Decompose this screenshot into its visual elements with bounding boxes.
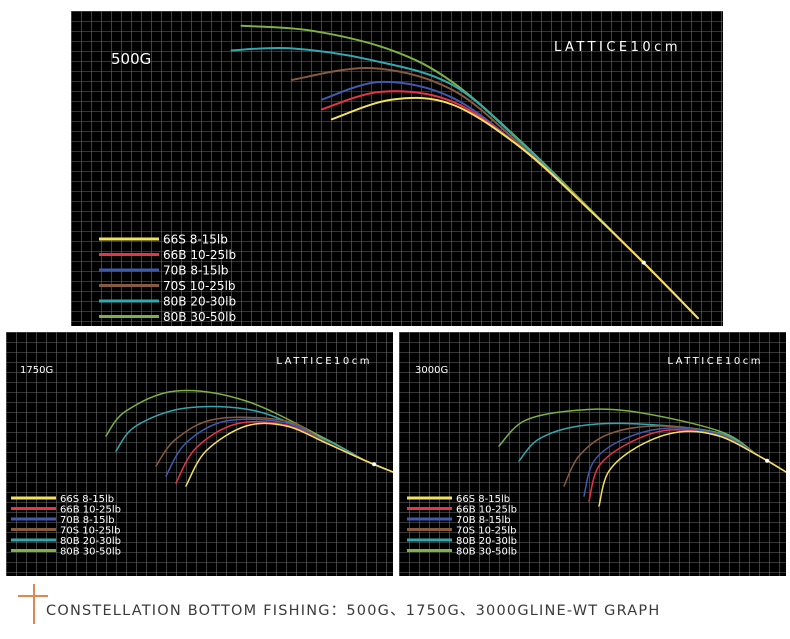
legend-label: 70B 8-15lb — [456, 515, 511, 526]
legend-label: 70S 10-25lb — [456, 525, 516, 536]
series-line — [598, 430, 786, 507]
series-line — [588, 428, 786, 502]
legend-label: 80B 30-50lb — [163, 310, 236, 324]
series-line — [105, 389, 393, 473]
legend-label: 66S 8-15lb — [60, 494, 114, 505]
lattice-annotation: LATTICE10cm — [554, 40, 681, 55]
series-group — [498, 408, 786, 507]
series-line — [165, 418, 393, 477]
legend-label: 66S 8-15lb — [456, 494, 510, 505]
legend-label: 80B 30-50lb — [60, 546, 121, 557]
cross-marker-icon — [33, 584, 35, 624]
legend-label: 66B 10-25lb — [163, 248, 236, 262]
series-line — [185, 422, 393, 487]
legend-label: 80B 20-30lb — [456, 536, 517, 547]
cross-marker-bar — [18, 595, 48, 597]
series-group — [105, 389, 393, 487]
chart-title: 3000G — [415, 365, 448, 376]
chart-3000g: 3000G LATTICE10cm 66S 8-15lb 66B 10-25lb 70B… — [399, 332, 786, 576]
legend-label: 70B 8-15lb — [60, 515, 115, 526]
chart-title: 500G — [111, 50, 151, 68]
series-group — [230, 24, 699, 320]
lattice-annotation: LATTICE10cm — [667, 356, 763, 367]
lattice-annotation: LATTICE10cm — [276, 356, 372, 367]
legend-label: 70B 8-15lb — [163, 264, 229, 278]
legend-label: 66B 10-25lb — [60, 504, 121, 515]
rod-guide-marker — [641, 260, 646, 265]
legend-label: 80B 20-30lb — [60, 536, 121, 547]
caption: CONSTELLATION BOTTOM FISHING：500G、1750G、… — [46, 603, 661, 619]
series-line — [240, 24, 699, 320]
chart-title: 1750G — [20, 365, 53, 376]
caption-bar: CONSTELLATION BOTTOM FISHING：500G、1750G、… — [18, 584, 778, 628]
series-line — [290, 66, 699, 320]
legend-label: 80B 20-30lb — [163, 295, 236, 309]
series-line — [155, 416, 393, 473]
legend-label: 70S 10-25lb — [163, 279, 236, 293]
series-line — [583, 427, 786, 497]
grid — [399, 332, 786, 576]
chart-1750g: 1750G LATTICE10cm 66S 8-15lb 66B 10-25lb 70B… — [6, 332, 393, 576]
grid — [6, 332, 393, 576]
rod-guide-marker — [372, 462, 377, 467]
chart-500g: 500G LATTICE10cm 66S 8-15lb 66B 10-25lb 70B … — [71, 11, 723, 326]
legend-label: 70S 10-25lb — [60, 525, 120, 536]
legend-label: 66S 8-15lb — [163, 233, 228, 247]
series-line — [330, 96, 699, 320]
legend-label: 80B 30-50lb — [456, 546, 517, 557]
legend-label: 66B 10-25lb — [456, 504, 517, 515]
rod-guide-marker — [765, 458, 770, 463]
